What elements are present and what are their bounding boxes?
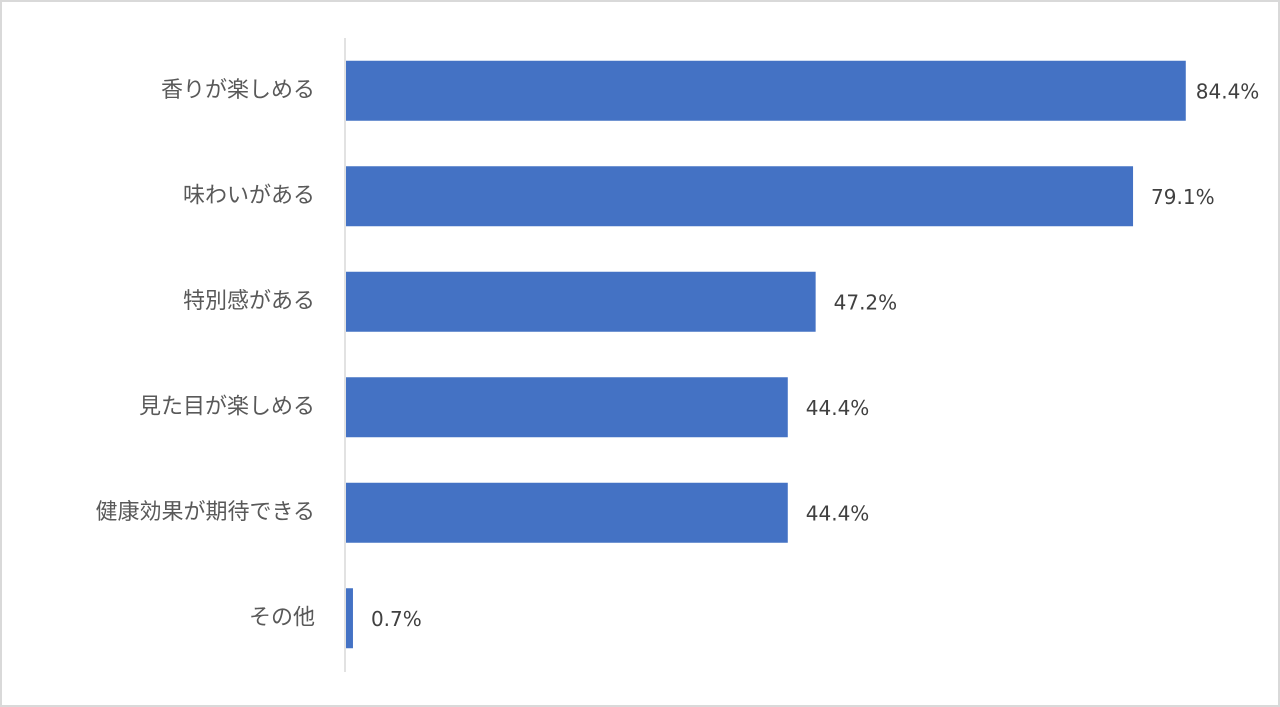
y-tick-label: 味わいがある bbox=[183, 183, 315, 208]
y-tick-label: 健康効果が期待できる bbox=[95, 500, 315, 525]
y-tick-label: その他 bbox=[249, 605, 315, 630]
data-label: 44.4% bbox=[806, 501, 870, 525]
bar bbox=[346, 482, 788, 543]
data-label: 79.1% bbox=[1151, 185, 1215, 209]
data-label: 84.4% bbox=[1196, 79, 1260, 103]
bar bbox=[346, 60, 1186, 121]
bar bbox=[346, 271, 816, 332]
y-tick-label: 特別感がある bbox=[183, 289, 315, 314]
bar bbox=[346, 588, 353, 649]
y-tick-label: 見た目が楽しめる bbox=[139, 394, 315, 419]
data-label: 0.7% bbox=[371, 607, 422, 631]
data-label: 44.4% bbox=[806, 396, 870, 420]
bar bbox=[346, 377, 788, 438]
data-label: 47.2% bbox=[834, 290, 898, 314]
y-tick-label: 香りが楽しめる bbox=[161, 78, 315, 103]
bar bbox=[346, 166, 1134, 227]
